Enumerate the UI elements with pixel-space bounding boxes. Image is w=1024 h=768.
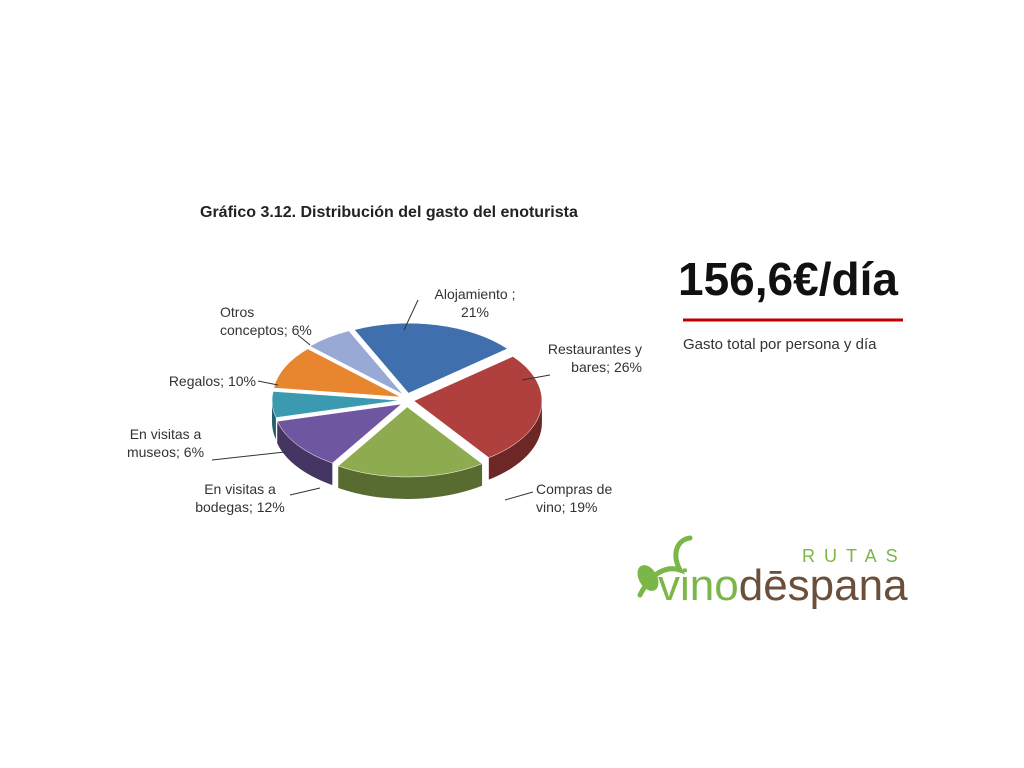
category: Alojamiento ; — [434, 286, 516, 302]
highlight-amount: 156,6€/día — [678, 253, 898, 305]
slice — [271, 391, 401, 418]
slice-side — [277, 421, 333, 486]
value-label: 26% — [613, 359, 642, 375]
leader-line — [257, 380, 279, 386]
leader-lines — [211, 299, 551, 501]
data-label: En visitas a museos; 6% — [118, 425, 213, 461]
pie — [271, 322, 543, 499]
slice — [413, 356, 543, 458]
logo-text: vinodēspana — [658, 562, 908, 610]
slice — [354, 322, 508, 394]
leader-line — [504, 491, 534, 501]
logo-second: dēspana — [738, 561, 908, 610]
value-label: 12% — [256, 499, 285, 515]
slice-side — [338, 463, 483, 499]
data-label: Restaurantes y bares; 26% — [540, 340, 642, 376]
category: Regalos; — [168, 373, 225, 389]
data-label: Otros conceptos; 6% — [220, 303, 315, 339]
slice — [273, 348, 401, 398]
value-label: 21% — [460, 304, 490, 320]
highlight-caption: Gasto total por persona y día — [683, 336, 877, 353]
category: En visitas a museos; — [126, 426, 202, 460]
value-label: 6% — [291, 322, 312, 338]
data-label: En visitas a bodegas; 12% — [190, 480, 290, 516]
leader-line — [403, 299, 419, 331]
logo-leaf-shape — [637, 565, 659, 591]
category: En visitas a bodegas; — [195, 481, 276, 515]
slice — [276, 403, 403, 464]
data-label: Alojamiento ; 21% — [420, 285, 530, 321]
leader-line — [289, 487, 321, 496]
data-label: Regalos; 10% — [150, 372, 256, 390]
logo-first: vino — [658, 561, 739, 610]
logo-leaf — [637, 535, 693, 598]
leader-line — [521, 374, 551, 381]
value-label: 10% — [227, 373, 256, 389]
slice-side — [488, 400, 542, 480]
category: Restaurantes y bares; — [547, 341, 642, 375]
chart-title: Gráfico 3.12. Distribución del gasto del… — [200, 204, 578, 221]
value-label: 19% — [569, 499, 598, 515]
slice — [309, 330, 404, 395]
value-label: 6% — [183, 444, 205, 460]
category: Otros conceptos; — [220, 304, 288, 338]
logo-top: RUTAS — [802, 546, 907, 566]
category: Compras de vino; — [536, 481, 613, 515]
data-label: Compras de vino; 19% — [536, 480, 631, 516]
slice — [337, 406, 483, 478]
leader-line — [297, 334, 311, 346]
slice-side — [272, 400, 276, 440]
leader-line — [211, 451, 286, 461]
